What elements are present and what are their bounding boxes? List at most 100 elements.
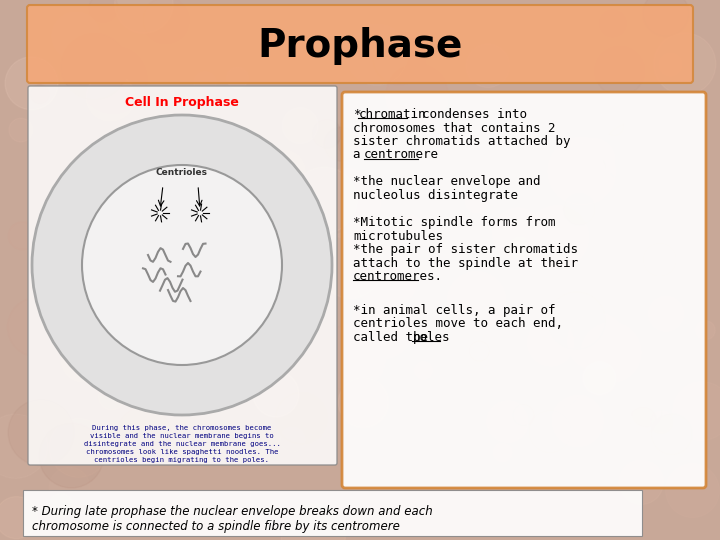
Circle shape <box>574 139 615 180</box>
Circle shape <box>32 115 332 415</box>
Circle shape <box>310 168 379 238</box>
Circle shape <box>630 407 657 434</box>
Circle shape <box>508 237 533 262</box>
Circle shape <box>567 313 624 369</box>
Circle shape <box>581 323 641 382</box>
Circle shape <box>650 411 672 433</box>
Circle shape <box>415 362 432 379</box>
Text: chromatin: chromatin <box>359 108 426 121</box>
Text: * During late prophase the nuclear envelope breaks down and each: * During late prophase the nuclear envel… <box>32 505 433 518</box>
Circle shape <box>647 346 665 363</box>
Circle shape <box>494 443 512 462</box>
Circle shape <box>649 296 683 331</box>
Text: microtubules: microtubules <box>353 230 443 242</box>
Text: chromosome is connected to a spindle fibre by its centromere: chromosome is connected to a spindle fib… <box>32 520 400 533</box>
Circle shape <box>262 150 305 193</box>
Text: sister chromatids attached by: sister chromatids attached by <box>353 135 570 148</box>
Circle shape <box>654 33 716 95</box>
Circle shape <box>0 497 37 538</box>
Text: attach to the spindle at their: attach to the spindle at their <box>353 256 578 269</box>
Circle shape <box>651 414 693 455</box>
Circle shape <box>582 156 606 179</box>
Circle shape <box>324 127 358 161</box>
Circle shape <box>253 371 299 417</box>
Circle shape <box>318 324 386 392</box>
Circle shape <box>112 139 171 197</box>
Circle shape <box>49 494 73 517</box>
Text: centromeres.: centromeres. <box>353 270 443 283</box>
Circle shape <box>631 396 662 427</box>
Circle shape <box>346 24 408 85</box>
Circle shape <box>338 377 388 428</box>
Circle shape <box>67 192 135 260</box>
FancyBboxPatch shape <box>23 490 642 536</box>
Circle shape <box>9 222 36 249</box>
Circle shape <box>528 320 574 366</box>
Circle shape <box>172 308 193 329</box>
Circle shape <box>282 107 318 144</box>
Text: a: a <box>353 148 368 161</box>
Circle shape <box>210 178 262 232</box>
FancyBboxPatch shape <box>342 92 706 488</box>
Circle shape <box>338 105 404 172</box>
Circle shape <box>7 298 67 357</box>
Circle shape <box>244 204 295 255</box>
Circle shape <box>39 423 104 488</box>
Circle shape <box>80 46 147 113</box>
Circle shape <box>143 0 189 43</box>
Circle shape <box>62 340 103 382</box>
Circle shape <box>194 383 221 410</box>
Circle shape <box>487 401 528 442</box>
Circle shape <box>643 243 677 276</box>
Circle shape <box>61 34 127 100</box>
Circle shape <box>466 191 487 212</box>
Circle shape <box>513 404 534 426</box>
Circle shape <box>49 467 90 508</box>
Text: *in animal cells, a pair of: *in animal cells, a pair of <box>353 303 556 317</box>
Circle shape <box>402 215 420 234</box>
Circle shape <box>696 321 715 340</box>
Circle shape <box>548 138 616 205</box>
Text: *: * <box>353 108 361 121</box>
Circle shape <box>30 85 50 104</box>
Text: *Mitotic spindle forms from: *Mitotic spindle forms from <box>353 216 556 229</box>
Circle shape <box>100 282 147 328</box>
Text: *the nuclear envelope and: *the nuclear envelope and <box>353 176 541 188</box>
Circle shape <box>605 117 624 136</box>
Circle shape <box>0 414 48 478</box>
Text: Centrioles: Centrioles <box>156 168 208 177</box>
Circle shape <box>79 243 108 271</box>
Circle shape <box>603 123 664 184</box>
Circle shape <box>174 491 204 521</box>
Circle shape <box>583 362 616 395</box>
Circle shape <box>386 64 448 126</box>
Circle shape <box>317 232 384 298</box>
Circle shape <box>9 118 32 142</box>
Text: condenses into: condenses into <box>407 108 527 121</box>
Circle shape <box>673 382 720 440</box>
Circle shape <box>194 72 216 94</box>
Text: chromosomes that contains 2: chromosomes that contains 2 <box>353 122 556 134</box>
Circle shape <box>600 11 626 36</box>
FancyBboxPatch shape <box>28 86 337 465</box>
Circle shape <box>5 57 58 110</box>
Text: centromere: centromere <box>364 148 438 161</box>
Circle shape <box>117 407 171 462</box>
Circle shape <box>86 72 135 121</box>
Circle shape <box>643 0 689 36</box>
Circle shape <box>564 193 595 225</box>
Circle shape <box>89 356 130 396</box>
Text: Cell In Prophase: Cell In Prophase <box>125 96 239 109</box>
Circle shape <box>444 185 464 206</box>
Circle shape <box>292 167 357 233</box>
Circle shape <box>282 504 346 540</box>
Circle shape <box>595 47 644 96</box>
Circle shape <box>52 12 100 60</box>
Text: nucleolus disintegrate: nucleolus disintegrate <box>353 189 518 202</box>
Text: *the pair of sister chromatids: *the pair of sister chromatids <box>353 243 578 256</box>
Circle shape <box>82 165 282 365</box>
Circle shape <box>526 206 588 268</box>
Circle shape <box>8 400 74 465</box>
Text: centrioles move to each end,: centrioles move to each end, <box>353 317 563 330</box>
Circle shape <box>214 179 256 221</box>
